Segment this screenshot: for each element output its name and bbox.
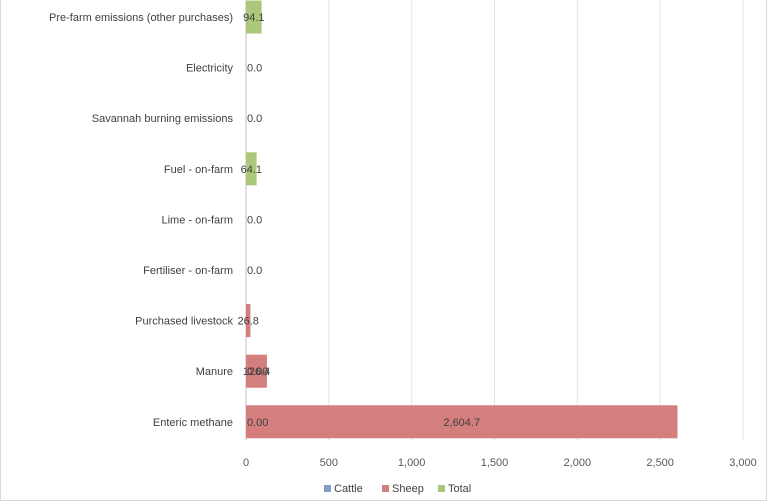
data-label-total: 0.0 xyxy=(247,113,262,125)
bar-total xyxy=(246,152,257,186)
bar-sheep xyxy=(246,405,678,439)
x-tick-label: 1,500 xyxy=(481,457,509,469)
data-label-sheep: 2,604.7 xyxy=(443,417,480,429)
x-tick-label: 0 xyxy=(243,457,249,469)
category-label: Enteric methane xyxy=(153,417,233,429)
legend-swatch-cattle xyxy=(324,485,331,492)
data-label-total: 64.1 xyxy=(241,164,262,176)
x-tick-label: 1,000 xyxy=(398,457,426,469)
data-label-sheep: 126.4 xyxy=(243,366,271,378)
legend-label-cattle: Cattle xyxy=(334,483,363,495)
category-label: Pre-farm emissions (other purchases) xyxy=(49,12,233,24)
data-label-cattle: 0.00 xyxy=(247,417,268,429)
data-label-total: 0.0 xyxy=(247,265,262,277)
x-tick-label: 2,500 xyxy=(646,457,674,469)
x-tick-label: 500 xyxy=(320,457,338,469)
category-label: Savannah burning emissions xyxy=(92,113,234,125)
data-label-total: 0.0 xyxy=(247,214,262,226)
category-label: Purchased livestock xyxy=(135,316,233,328)
category-label: Manure xyxy=(196,366,233,378)
legend-swatch-total xyxy=(438,485,445,492)
category-label: Fertiliser - on-farm xyxy=(143,265,233,277)
legend-swatch-sheep xyxy=(382,485,389,492)
bar-total xyxy=(246,0,262,34)
x-tick-label: 3,000 xyxy=(729,457,757,469)
data-label-sheep: 26.8 xyxy=(238,316,259,328)
bar-sheep xyxy=(246,354,267,388)
bar-sheep xyxy=(246,304,251,338)
legend-label-total: Total xyxy=(448,483,471,495)
data-label-total: 94.1 xyxy=(243,12,264,24)
category-label: Lime - on-farm xyxy=(161,214,233,226)
data-label-total: 0.0 xyxy=(247,63,262,75)
x-tick-label: 2,000 xyxy=(564,457,592,469)
category-label: Fuel - on-farm xyxy=(164,164,233,176)
legend-label-sheep: Sheep xyxy=(392,483,424,495)
category-label: Electricity xyxy=(186,63,234,75)
data-label-cattle: 0.00 xyxy=(247,366,268,378)
